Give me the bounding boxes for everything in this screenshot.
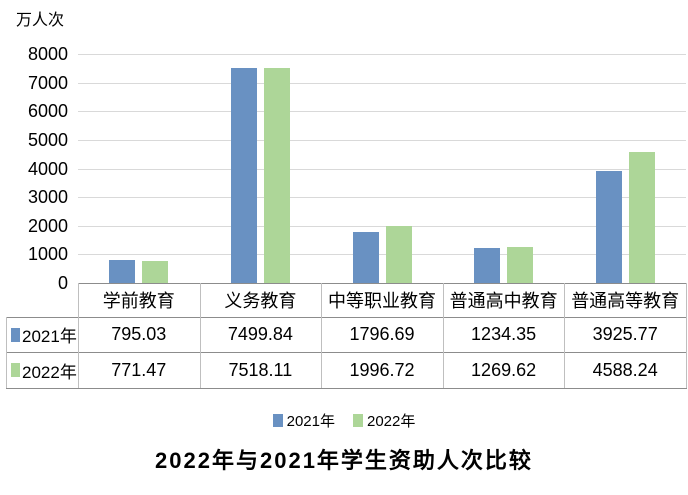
- bar-2021年-中等职业教育: [352, 231, 379, 283]
- y-axis-tick-label: 6000: [27, 101, 68, 122]
- legend-key-2021年: [11, 327, 20, 342]
- gridline: [78, 254, 686, 256]
- legend-swatch-2021年: [272, 414, 283, 427]
- bar-2021年-学前教育: [109, 260, 136, 283]
- axis-line: [78, 283, 687, 284]
- legend-item-2022年: 2022年: [353, 410, 415, 431]
- y-axis-tick-label: 0: [57, 273, 68, 293]
- table-value: 3925.77: [592, 324, 658, 344]
- table-value: 4588.24: [592, 359, 658, 380]
- legend-label: 2021年: [286, 413, 335, 430]
- table-value: 7518.11: [228, 359, 293, 380]
- y-axis-tick-label: 8000: [27, 44, 68, 64]
- bar-2022年-普通高中教育: [507, 246, 534, 283]
- table-value: 1234.35: [471, 324, 537, 344]
- bar-2021年-义务教育: [230, 68, 257, 283]
- table-value: 1996.72: [349, 359, 415, 380]
- legend-item-2021年: 2021年: [272, 410, 335, 431]
- bar-2021年-普通高中教育: [474, 247, 501, 283]
- table-value: 1269.62: [471, 359, 537, 380]
- gridline: [78, 168, 686, 170]
- table-value: 7499.84: [227, 324, 293, 344]
- y-axis-tick-label: 1000: [27, 244, 68, 265]
- table-column-border: [442, 283, 444, 388]
- y-axis-tick-label: 5000: [27, 129, 68, 150]
- table-row-header-2021年: 2021年: [6, 317, 78, 352]
- table-row-border: [6, 352, 687, 353]
- bar-2022年-学前教育: [142, 260, 169, 283]
- table-row-border: [6, 317, 687, 318]
- chart-title: 2022年与2021年学生资助人次比较: [155, 448, 533, 473]
- table-value: 771.47: [111, 359, 167, 380]
- table-header-义务教育: 义务教育: [224, 291, 297, 311]
- row-header-label: 2022年: [22, 362, 77, 382]
- table-header-普通高中教育: 普通高中教育: [449, 291, 558, 311]
- y-axis-tick-label: 7000: [27, 72, 68, 93]
- table-value: 795.03: [111, 324, 167, 344]
- table-column-border: [564, 283, 566, 388]
- y-axis-unit-label: 万人次: [16, 12, 65, 29]
- gridline: [78, 197, 686, 199]
- y-axis-tick-label: 3000: [27, 187, 68, 208]
- table-column-border: [321, 283, 323, 388]
- bar-2022年-普通高等教育: [628, 151, 655, 283]
- table-row-header-2022年: 2022年: [6, 352, 78, 388]
- gridline: [78, 54, 686, 55]
- gridline: [78, 225, 686, 227]
- bar-2022年-义务教育: [263, 67, 290, 283]
- table-left-border: [6, 317, 7, 388]
- table-column-border: [686, 283, 687, 388]
- table-header-学前教育: 学前教育: [102, 291, 175, 311]
- table-value: 1796.69: [349, 324, 415, 344]
- gridline: [78, 139, 686, 141]
- table-row-border: [6, 388, 687, 389]
- table-column-border: [199, 283, 201, 388]
- table-header-中等职业教育: 中等职业教育: [327, 291, 436, 311]
- bar-2021年-普通高等教育: [595, 170, 622, 283]
- legend-swatch-2022年: [353, 414, 363, 427]
- legend-key-2022年: [11, 363, 20, 377]
- gridline: [78, 111, 686, 113]
- y-axis-tick-label: 2000: [27, 215, 68, 236]
- row-header-label: 2021年: [22, 327, 77, 346]
- bar-2022年-中等职业教育: [385, 225, 412, 283]
- table-header-普通高等教育: 普通高等教育: [571, 291, 680, 311]
- legend: 2021年 2022年: [0, 410, 688, 431]
- y-axis-tick-label: 4000: [27, 158, 68, 179]
- table-column-border: [78, 283, 79, 388]
- gridline: [78, 82, 686, 84]
- legend-label: 2022年: [367, 413, 416, 430]
